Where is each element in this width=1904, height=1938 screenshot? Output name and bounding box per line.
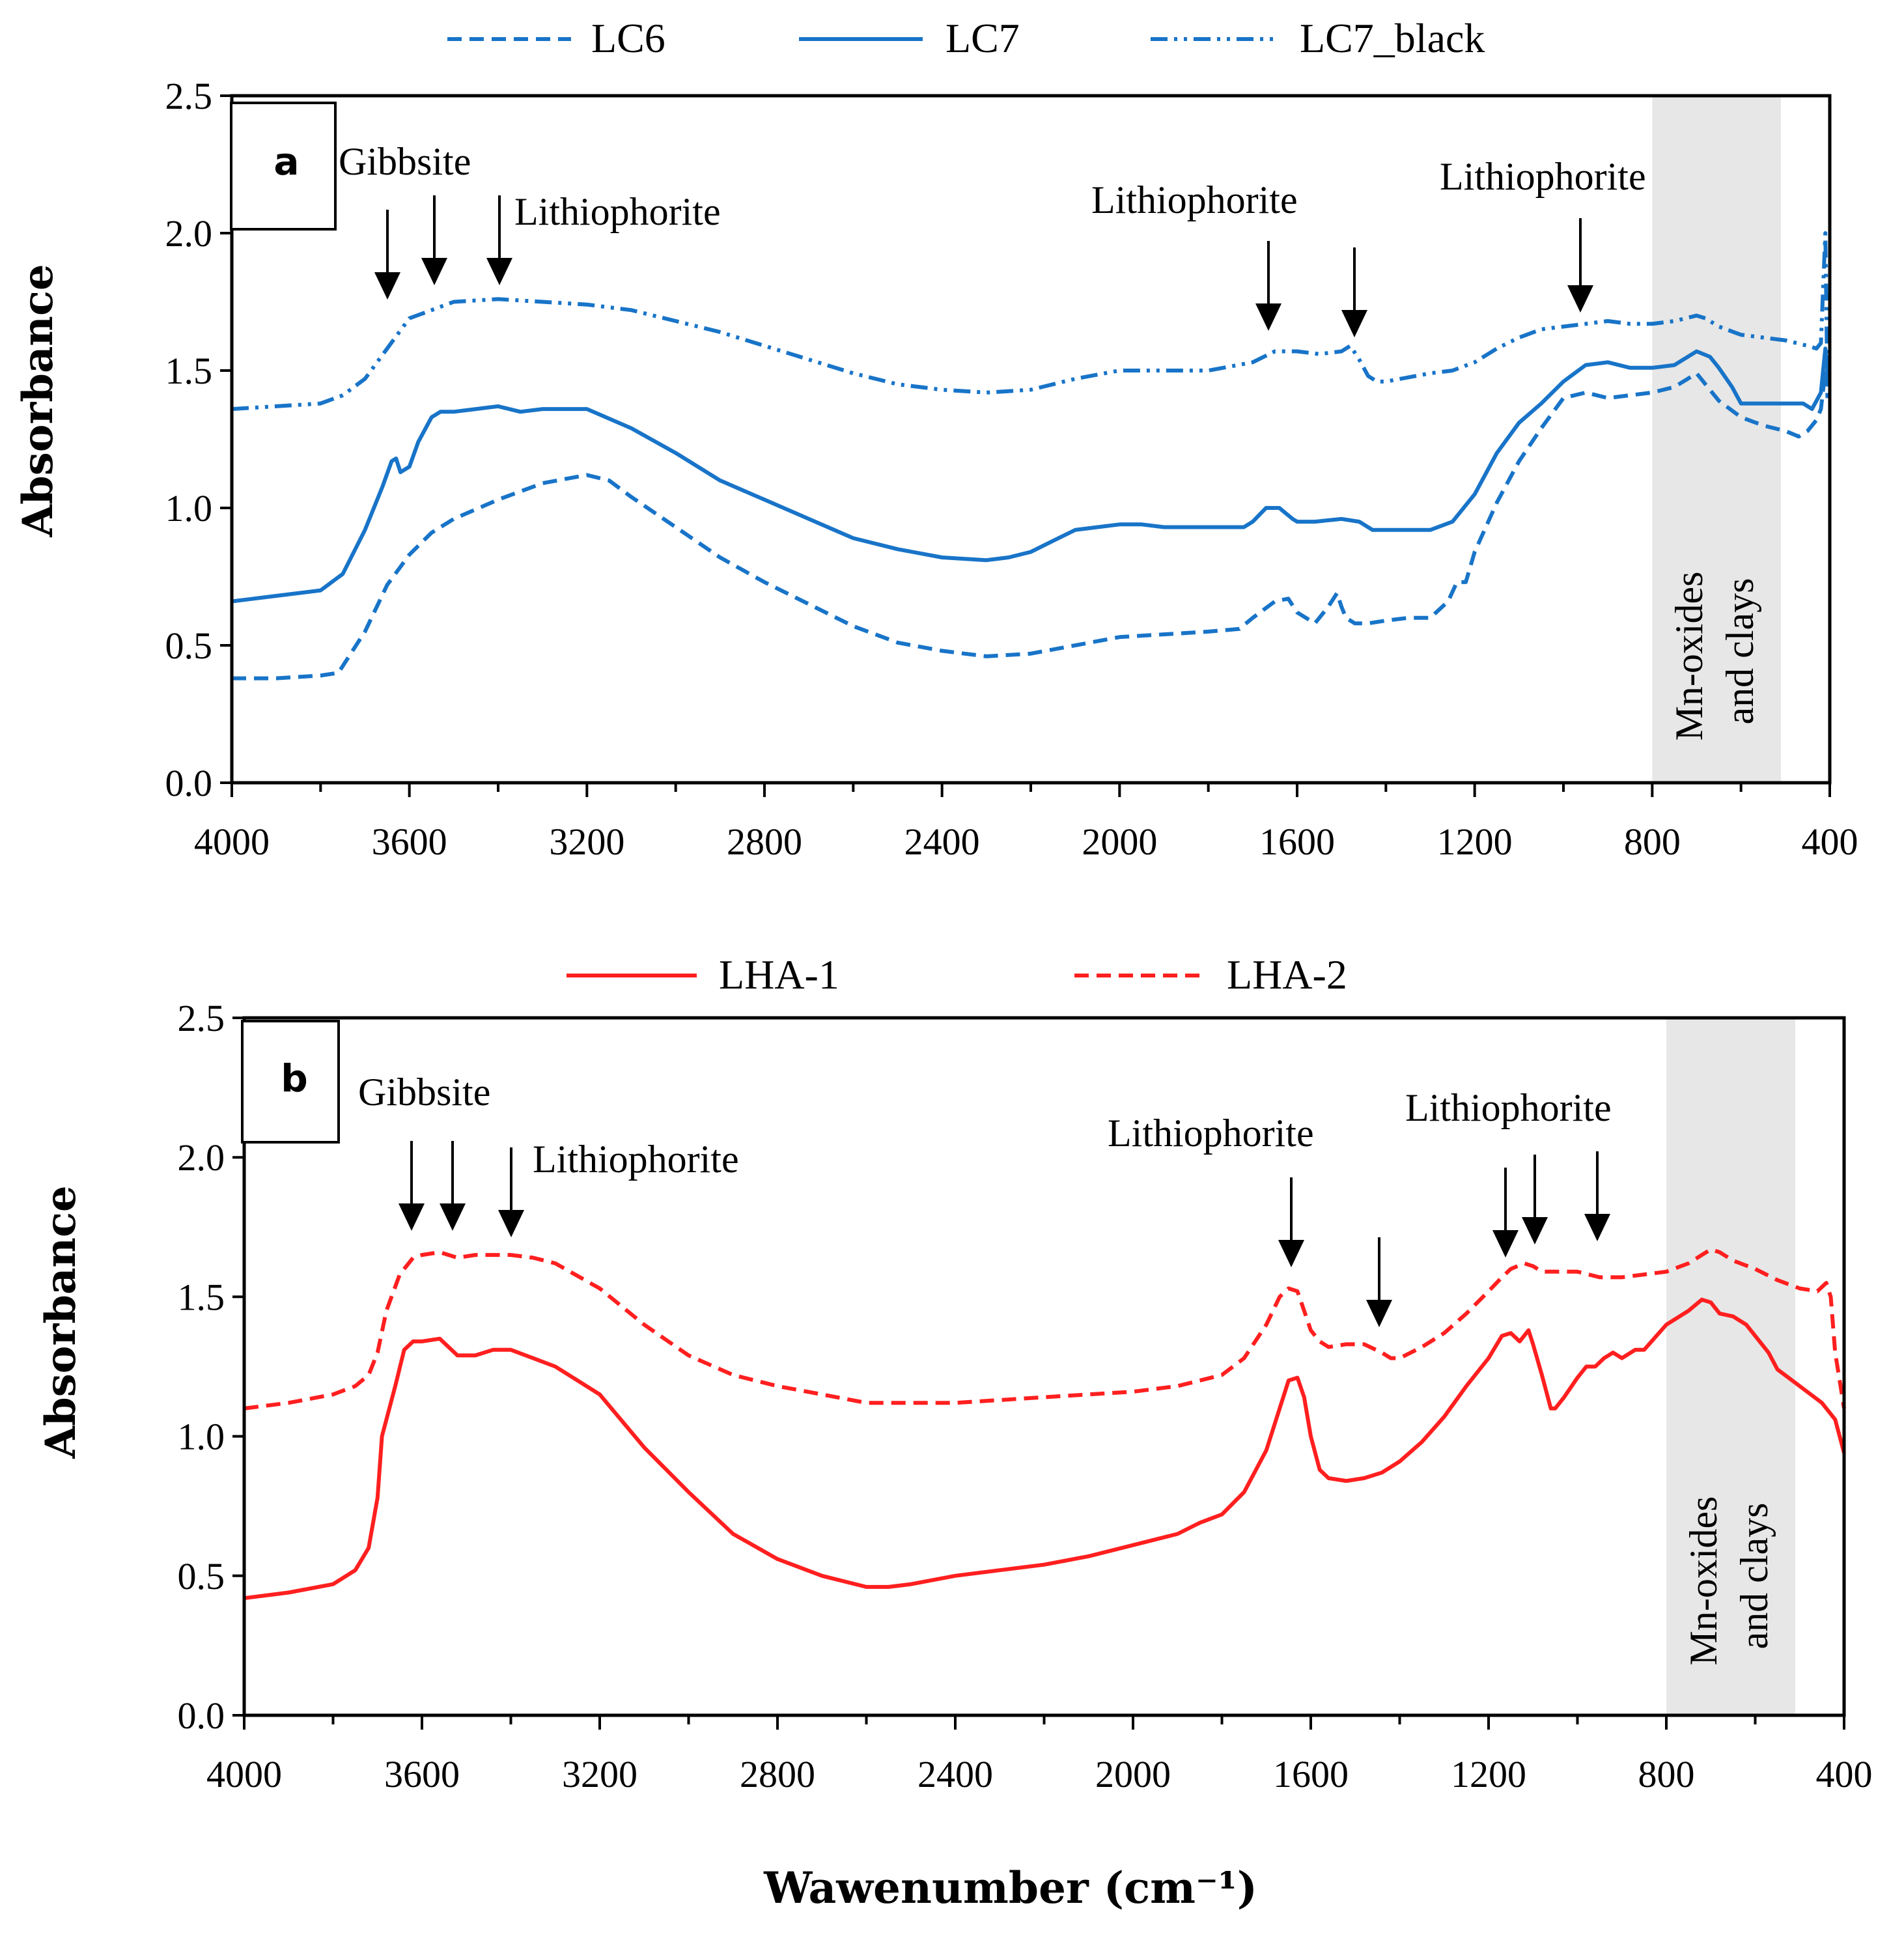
annotation-arrows xyxy=(399,1141,1610,1327)
down-arrow-icon xyxy=(498,1147,524,1237)
series-line-lha-2 xyxy=(244,1247,1846,1411)
x-tick-label: 3600 xyxy=(372,821,447,863)
panel-label: a xyxy=(273,139,299,184)
annotation-gibbsite: Gibbsite xyxy=(339,140,471,183)
down-arrow-icon xyxy=(1492,1168,1519,1257)
band-label: Mn-oxides and clays xyxy=(1668,562,1761,741)
legend: LC6 LC7 LC7_black xyxy=(447,15,1485,61)
down-arrow-icon xyxy=(1366,1237,1392,1327)
series-line-lha-1 xyxy=(244,1297,1846,1601)
plot-frame xyxy=(230,94,1832,785)
y-tick-labels: 0.0 0.5 1.0 1.5 2.0 2.5 xyxy=(165,75,213,804)
y-tick-label: 0.0 xyxy=(165,762,213,804)
annotation-lithiophorite: Lithiophorite xyxy=(533,1138,739,1181)
y-tick-label: 0.5 xyxy=(178,1555,225,1597)
shaded-band-mn-oxides xyxy=(1652,97,1782,781)
annotation-gibbsite: Gibbsite xyxy=(358,1071,490,1114)
panel-label: b xyxy=(281,1056,308,1101)
down-arrow-icon xyxy=(1584,1151,1610,1241)
legend-label-lha-2: LHA-2 xyxy=(1227,951,1347,998)
y-axis-label: Absorbance xyxy=(36,1185,85,1459)
legend-label-lc7: LC7 xyxy=(945,15,1020,61)
x-tick-label: 1600 xyxy=(1273,1753,1349,1795)
x-tick-label: 2400 xyxy=(917,1753,993,1795)
annotation-lithiophorite: Lithiophorite xyxy=(1405,1086,1612,1129)
legend-label-lha-1: LHA-1 xyxy=(719,951,839,998)
annotations: Gibbsite Lithiophorite Lithiophorite Lit… xyxy=(339,140,1646,233)
x-tick-labels: 4000 3600 3200 2800 2400 2000 1600 1200 … xyxy=(194,821,1858,863)
down-arrow-icon xyxy=(1341,247,1367,337)
x-tick-label: 800 xyxy=(1638,1753,1695,1795)
annotation-arrows xyxy=(374,195,1593,337)
x-tick-label: 2800 xyxy=(727,821,802,863)
annotations: Gibbsite Lithiophorite Lithiophorite Lit… xyxy=(358,1071,1612,1181)
x-axis-label: Wawenumber (cm⁻¹) xyxy=(763,1862,1257,1913)
annotation-lithiophorite: Lithiophorite xyxy=(514,190,721,233)
y-tick-label: 1.0 xyxy=(165,487,213,529)
x-tick-label: 2000 xyxy=(1095,1753,1171,1795)
x-tick-label: 1200 xyxy=(1437,821,1513,863)
y-tick-labels: 0.0 0.5 1.0 1.5 2.0 2.5 xyxy=(178,997,225,1737)
series-line-lc6 xyxy=(232,369,1830,681)
band-label: Mn-oxides and clays xyxy=(1682,1487,1776,1666)
band-label-line-2: and clays xyxy=(1718,578,1761,725)
down-arrow-icon xyxy=(1278,1177,1304,1267)
y-tick-label: 2.5 xyxy=(178,997,225,1039)
x-tick-label: 800 xyxy=(1624,821,1681,863)
down-arrow-icon xyxy=(399,1141,425,1231)
down-arrow-icon xyxy=(1522,1155,1548,1244)
panel-b: 0.0 0.5 1.0 1.5 2.0 2.5 4000 3600 3200 2… xyxy=(36,951,1873,1913)
plot-lines xyxy=(244,1247,1846,1601)
band-label-line-1: Mn-oxides xyxy=(1682,1496,1725,1666)
axis-ticks xyxy=(220,94,1831,797)
y-tick-label: 2.0 xyxy=(165,212,213,255)
legend-label-lc6: LC6 xyxy=(591,15,665,61)
y-tick-label: 2.5 xyxy=(165,75,213,117)
y-tick-label: 0.0 xyxy=(178,1694,225,1737)
series-line-lc7-black xyxy=(231,231,1830,412)
x-tick-label: 2400 xyxy=(904,821,980,863)
legend-label-lc7-black: LC7_black xyxy=(1300,15,1485,61)
down-arrow-icon xyxy=(1567,218,1593,313)
x-tick-label: 2800 xyxy=(740,1753,815,1795)
y-axis-label: Absorbance xyxy=(14,264,63,537)
x-tick-labels: 4000 3600 3200 2800 2400 2000 1600 1200 … xyxy=(206,1753,1873,1795)
band-label-line-1: Mn-oxides xyxy=(1668,572,1711,741)
x-tick-label: 1600 xyxy=(1259,821,1335,863)
annotation-lithiophorite: Lithiophorite xyxy=(1108,1112,1314,1155)
plot-lines xyxy=(231,231,1830,681)
down-arrow-icon xyxy=(486,195,512,285)
down-arrow-icon xyxy=(440,1141,466,1231)
plot-frame xyxy=(242,1016,1846,1717)
x-tick-label: 400 xyxy=(1802,821,1858,863)
x-tick-label: 2000 xyxy=(1082,821,1157,863)
y-tick-label: 2.0 xyxy=(178,1136,225,1179)
annotation-lithiophorite: Lithiophorite xyxy=(1440,155,1646,198)
x-tick-label: 4000 xyxy=(206,1753,282,1795)
x-tick-label: 3200 xyxy=(549,821,624,863)
y-tick-label: 1.5 xyxy=(165,350,213,392)
x-tick-label: 4000 xyxy=(194,821,270,863)
x-tick-label: 1200 xyxy=(1451,1753,1526,1795)
y-tick-label: 1.0 xyxy=(178,1416,225,1458)
y-tick-label: 0.5 xyxy=(165,625,213,667)
x-tick-label: 3200 xyxy=(562,1753,637,1795)
x-tick-label: 3600 xyxy=(384,1753,460,1795)
x-tick-label: 400 xyxy=(1816,1753,1873,1795)
panel-label-box xyxy=(230,102,337,231)
legend: LHA-1 LHA-2 xyxy=(567,951,1347,998)
down-arrow-icon xyxy=(421,195,447,285)
band-label-line-2: and clays xyxy=(1733,1503,1776,1650)
panel-label-box xyxy=(241,1020,340,1144)
series-line-lc7 xyxy=(231,346,1830,604)
panel-a: 0.0 0.5 1.0 1.5 2.0 2.5 4000 3600 3200 2… xyxy=(14,15,1858,863)
y-tick-label: 1.5 xyxy=(178,1276,225,1318)
down-arrow-icon xyxy=(374,210,400,300)
annotation-lithiophorite: Lithiophorite xyxy=(1091,178,1298,221)
down-arrow-icon xyxy=(1255,241,1281,331)
